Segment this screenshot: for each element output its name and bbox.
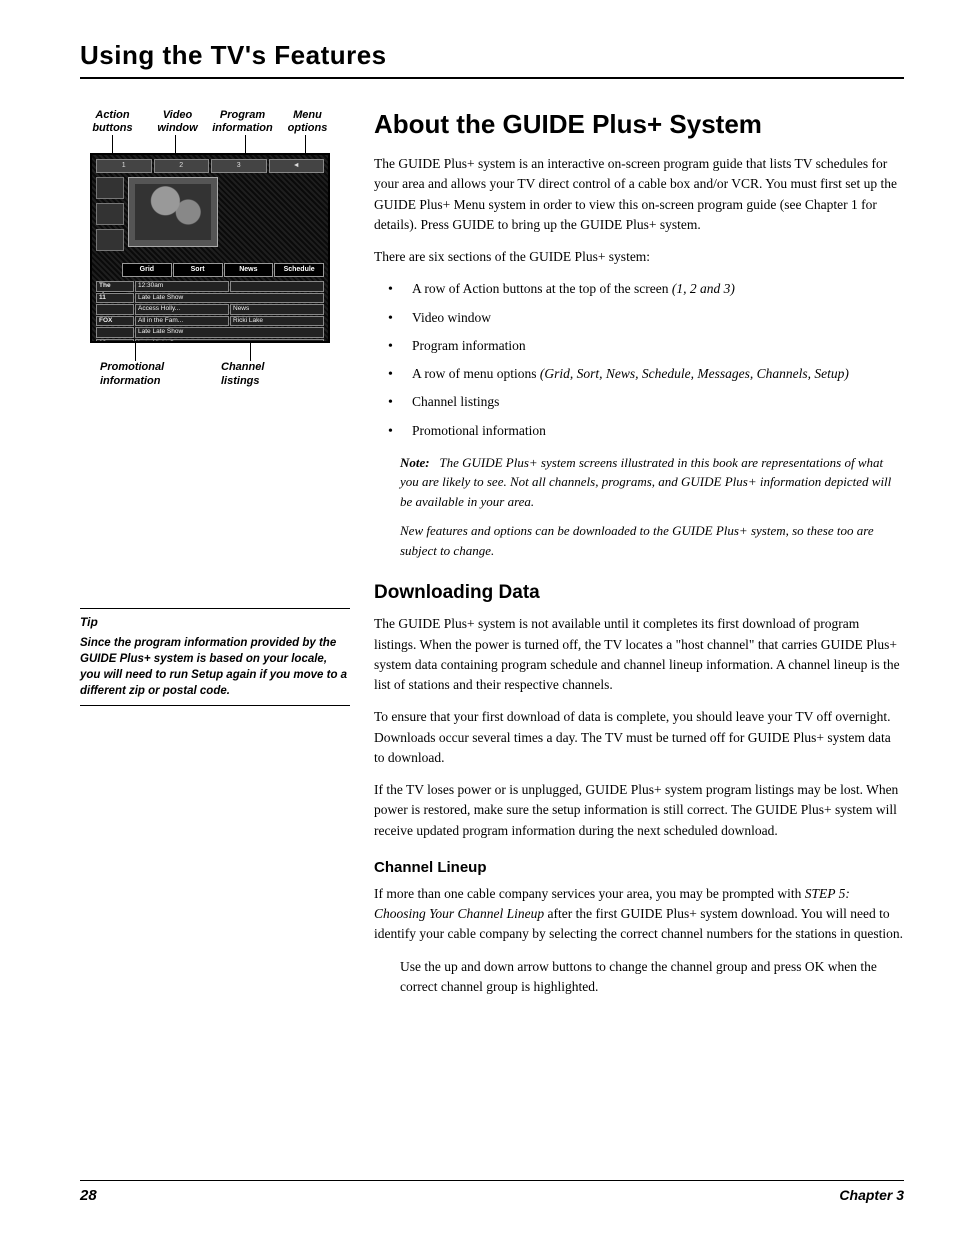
diagram-bottom-labels: Promotional information Channel listings xyxy=(80,361,340,387)
diag-label-program: Program information xyxy=(210,109,275,135)
bullet-item: A row of Action buttons at the top of th… xyxy=(374,279,904,299)
gb-menu-sort: Sort xyxy=(173,263,223,277)
two-column-layout: Action buttons Video window Program info… xyxy=(80,109,904,1009)
bullet-list: A row of Action buttons at the top of th… xyxy=(374,279,904,441)
gb-listings-grid: The12:30am 11Late Late Show Access Holly… xyxy=(96,281,324,337)
bullet-item: Program information xyxy=(374,336,904,356)
diag-label-promo: Promotional information xyxy=(80,361,219,387)
note-label: Note: xyxy=(400,455,430,470)
diag-label-action: Action buttons xyxy=(80,109,145,135)
note-1: Note: The GUIDE Plus+ system screens ill… xyxy=(400,453,904,512)
diag-label-menu: Menu options xyxy=(275,109,340,135)
page-title: Using the TV's Features xyxy=(80,40,904,79)
gb-menu-schedule: Schedule xyxy=(274,263,324,277)
cl-para-2: Use the up and down arrow buttons to cha… xyxy=(400,957,904,998)
gb-video-window xyxy=(128,177,218,247)
guide-screenshot: 123◄ Grid Sort News Schedule Fitness Tip… xyxy=(90,153,330,343)
gb-menu-news: News xyxy=(224,263,274,277)
diag-label-video: Video window xyxy=(145,109,210,135)
note-2: New features and options can be download… xyxy=(400,521,904,560)
bullet-item: Video window xyxy=(374,308,904,328)
page-number: 28 xyxy=(80,1187,97,1204)
heading-channel-lineup: Channel Lineup xyxy=(374,859,904,876)
bullet-item: Channel listings xyxy=(374,392,904,412)
para-six-sections: There are six sections of the GUIDE Plus… xyxy=(374,247,904,267)
diag-label-channel: Channel listings xyxy=(219,361,340,387)
left-column: Action buttons Video window Program info… xyxy=(80,109,350,1009)
diagram-bottom-ticks xyxy=(80,343,340,361)
bullet-item: A row of menu options (Grid, Sort, News,… xyxy=(374,364,904,384)
tip-body: Since the program information provided b… xyxy=(80,635,350,699)
chapter-label: Chapter 3 xyxy=(839,1187,904,1204)
gb-menu-row: Grid Sort News Schedule xyxy=(122,263,324,277)
guide-diagram: Action buttons Video window Program info… xyxy=(80,109,340,388)
cl-para-1: If more than one cable company services … xyxy=(374,884,904,945)
gb-menu-grid: Grid xyxy=(122,263,172,277)
heading-about: About the GUIDE Plus+ System xyxy=(374,109,904,140)
tip-sidebar: Tip Since the program information provid… xyxy=(80,608,350,706)
dl-para-1: The GUIDE Plus+ system is not available … xyxy=(374,614,904,695)
heading-downloading: Downloading Data xyxy=(374,582,904,604)
gb-left-icons xyxy=(96,177,124,251)
gb-action-buttons: 123◄ xyxy=(96,159,324,173)
dl-para-3: If the TV loses power or is unplugged, G… xyxy=(374,780,904,841)
page-footer: 28 Chapter 3 xyxy=(80,1180,904,1204)
bullet-item: Promotional information xyxy=(374,421,904,441)
diagram-top-labels: Action buttons Video window Program info… xyxy=(80,109,340,135)
diagram-top-ticks xyxy=(80,135,340,153)
para-intro: The GUIDE Plus+ system is an interactive… xyxy=(374,154,904,235)
dl-para-2: To ensure that your first download of da… xyxy=(374,707,904,768)
tip-title: Tip xyxy=(80,615,350,629)
right-column: About the GUIDE Plus+ System The GUIDE P… xyxy=(374,109,904,1009)
